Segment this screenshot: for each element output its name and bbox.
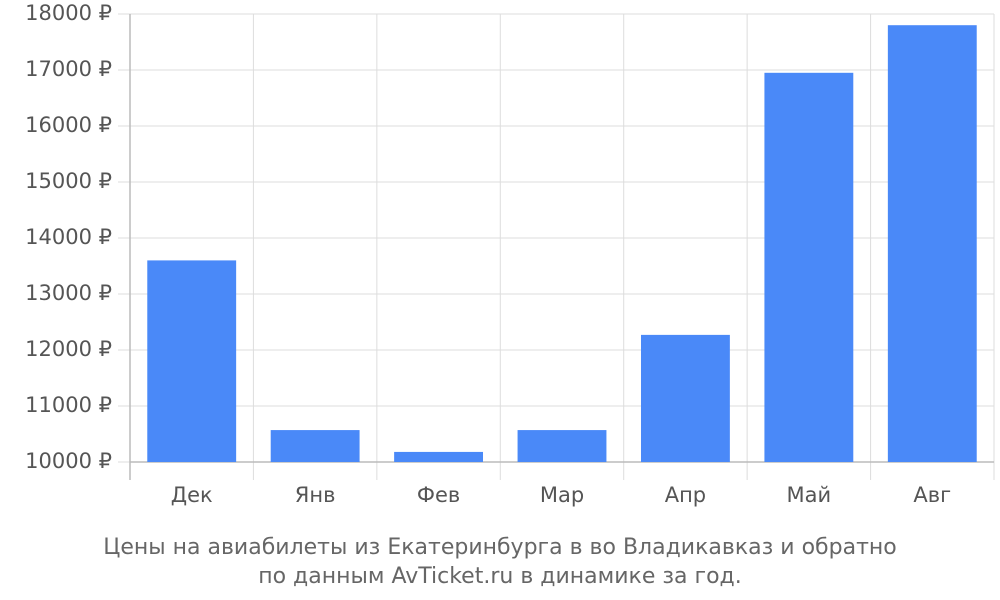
y-tick-label: 12000 ₽ bbox=[25, 337, 112, 361]
y-tick-label: 14000 ₽ bbox=[25, 225, 112, 249]
bar bbox=[270, 430, 360, 462]
bar bbox=[764, 72, 854, 463]
chart-caption: Цены на авиабилеты из Екатеринбурга в во… bbox=[103, 535, 896, 560]
y-tick-label: 13000 ₽ bbox=[25, 281, 112, 305]
bar bbox=[394, 451, 484, 462]
y-tick-label: 17000 ₽ bbox=[25, 57, 112, 81]
x-tick-label: Май bbox=[787, 483, 832, 507]
y-tick-label: 16000 ₽ bbox=[25, 113, 112, 137]
y-tick-label: 15000 ₽ bbox=[25, 169, 112, 193]
x-tick-label: Фев bbox=[417, 483, 460, 507]
x-tick-label: Апр bbox=[665, 483, 706, 507]
x-tick-label: Мар bbox=[540, 483, 584, 507]
y-tick-label: 10000 ₽ bbox=[25, 449, 112, 473]
y-tick-label: 11000 ₽ bbox=[25, 393, 112, 417]
y-tick-label: 18000 ₽ bbox=[25, 1, 112, 25]
bar bbox=[640, 334, 730, 462]
bar bbox=[887, 25, 977, 462]
bar bbox=[147, 260, 237, 462]
x-tick-label: Дек bbox=[171, 483, 213, 507]
chart-caption: по данным AvTicket.ru в динамике за год. bbox=[258, 564, 742, 589]
x-tick-label: Янв bbox=[295, 483, 336, 507]
x-tick-label: Авг bbox=[913, 483, 951, 507]
bar bbox=[517, 430, 607, 462]
